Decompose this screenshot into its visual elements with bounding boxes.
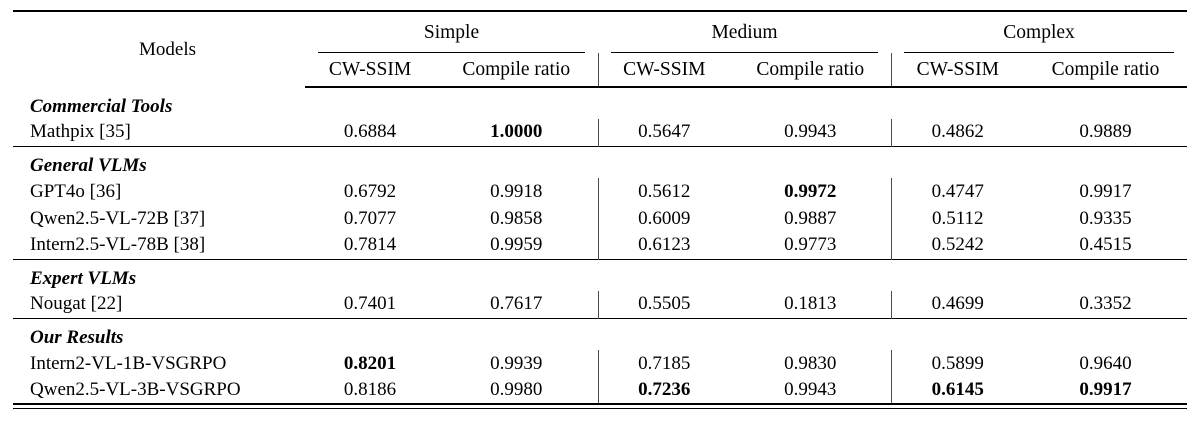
- metric-value: 0.5612: [597, 178, 731, 205]
- table-row: Qwen2.5-VL-72B [37] 0.7077 0.9858 0.6009 0.9…: [13, 205, 1187, 232]
- model-name: Qwen2.5-VL-3B-VSGRPO: [13, 377, 305, 405]
- metric-value: 0.5505: [597, 291, 731, 318]
- metric-value: 0.9889: [1079, 121, 1132, 143]
- model-name: Nougat [22]: [30, 293, 123, 315]
- col-header-medium-cwssim: CW-SSIM: [597, 53, 731, 88]
- model-name: Intern2.5-VL-78B [38]: [30, 234, 206, 256]
- metric-value: 0.7077: [343, 207, 397, 229]
- metric-value: 0.7185: [597, 350, 731, 377]
- group-header-complex: Complex: [891, 11, 1187, 53]
- table-row: Nougat [22] 0.7401 0.7617 0.5505 0.1813 0.469…: [13, 291, 1187, 318]
- metric-value: 0.5899: [890, 350, 1025, 377]
- table-row: Mathpix [35] 0.6884 1.0000 0.5647 0.9943 0.48…: [13, 119, 1187, 146]
- section-label: Our Results: [13, 317, 1188, 350]
- bottom-double-rule: [13, 407, 1187, 409]
- metric-value: 0.7617: [490, 293, 543, 315]
- metric-value: 0.9917: [1024, 377, 1188, 405]
- metric-value: 0.9335: [1079, 207, 1132, 229]
- medium-underline-rule: [611, 52, 879, 53]
- metric-value: 0.8186: [305, 377, 435, 405]
- table-row: GPT4o [36] 0.6792 0.9918 0.5612 0.9972 0.4747…: [13, 178, 1187, 205]
- metric-value: 0.5647: [597, 119, 731, 146]
- metric-value: 0.7236: [597, 377, 731, 405]
- metric-value: 0.7401: [343, 293, 397, 315]
- metric-value: 0.4699: [890, 291, 1025, 318]
- section-header-row: Commercial Tools: [13, 87, 1187, 119]
- metric-value: 0.9917: [1079, 180, 1132, 202]
- table-row: Intern2-VL-1B-VSGRPO 0.8201 0.9939 0.7185 0.…: [13, 350, 1187, 377]
- model-name: GPT4o [36]: [30, 180, 122, 202]
- group-label-simple: Simple: [423, 21, 480, 43]
- table-header: Models Simple Medium Complex CW-SSIM Com…: [13, 11, 1188, 88]
- table-body: Commercial Tools Mathpix [35] 0.6884 1.0000…: [13, 87, 1188, 405]
- section-header-row: Expert VLMs: [13, 258, 1188, 291]
- metric-value: 0.5112: [890, 205, 1025, 232]
- metric-value: 0.8201: [343, 352, 397, 374]
- metric-value: 0.9972: [784, 180, 837, 202]
- group-header-row: Models Simple Medium Complex: [13, 11, 1187, 60]
- metric-value: 0.6792: [343, 180, 397, 202]
- metric-value: 0.9939: [490, 352, 543, 374]
- metric-value: 0.9943: [730, 377, 892, 405]
- results-table: Models Simple Medium Complex CW-SSIM Com…: [13, 10, 1188, 405]
- simple-underline-rule: [318, 52, 586, 53]
- metric-value: 0.6145: [890, 377, 1025, 405]
- col-header-medium-compile-ratio: Compile ratio: [730, 53, 892, 88]
- model-name: Qwen2.5-VL-72B [37]: [30, 207, 206, 229]
- metric-value: 0.9959: [490, 234, 543, 256]
- complex-underline-rule: [904, 52, 1175, 53]
- metric-value: 0.1813: [784, 293, 837, 315]
- metric-value: 0.6123: [597, 232, 731, 259]
- metric-value: 0.4862: [890, 119, 1025, 146]
- results-table-wrapper: Models Simple Medium Complex CW-SSIM Com…: [13, 10, 1188, 409]
- col-header-simple-compile-ratio: Compile ratio: [435, 53, 599, 88]
- metric-value: 0.9830: [784, 352, 837, 374]
- metric-value: 0.9773: [784, 234, 837, 256]
- metric-value: 0.9858: [490, 207, 543, 229]
- metric-value: 0.9640: [1079, 352, 1132, 374]
- metric-value: 0.9980: [435, 377, 599, 405]
- models-column-header: Models: [139, 38, 196, 60]
- group-header-simple: Simple: [305, 11, 598, 53]
- group-header-medium: Medium: [598, 11, 891, 53]
- model-name: Mathpix [35]: [30, 121, 131, 143]
- metric-header-row: CW-SSIM Compile ratio CW-SSIM Compile ra…: [13, 53, 1188, 88]
- col-header-simple-cwssim: CW-SSIM: [305, 53, 435, 88]
- col-header-complex-compile-ratio: Compile ratio: [1024, 53, 1188, 88]
- section-label: Expert VLMs: [13, 258, 1188, 291]
- section-label: Commercial Tools: [30, 96, 173, 117]
- metric-value: 0.9887: [784, 207, 837, 229]
- table-row: Qwen2.5-VL-3B-VSGRPO 0.8186 0.9980 0.7236 0.…: [13, 377, 1188, 405]
- metric-value: 0.4515: [1079, 234, 1132, 256]
- metric-value: 0.4747: [890, 178, 1025, 205]
- metric-value: 0.9943: [784, 121, 837, 143]
- model-name: Intern2-VL-1B-VSGRPO: [30, 352, 227, 374]
- section-header-row: General VLMs: [13, 145, 1188, 178]
- metric-value: 0.7814: [343, 234, 397, 256]
- metric-value: 0.3352: [1079, 293, 1132, 315]
- metric-value: 0.5242: [890, 232, 1025, 259]
- group-label-medium: Medium: [711, 21, 778, 43]
- group-label-complex: Complex: [1003, 21, 1075, 43]
- metric-value: 1.0000: [490, 121, 543, 143]
- metric-value: 0.9918: [490, 180, 543, 202]
- col-header-complex-cwssim: CW-SSIM: [890, 53, 1025, 88]
- metric-value: 0.6009: [597, 205, 731, 232]
- section-header-row: Our Results: [13, 317, 1188, 350]
- table-row: Intern2.5-VL-78B [38] 0.7814 0.9959 0.6123 0…: [13, 232, 1187, 259]
- metric-value: 0.6884: [343, 121, 397, 143]
- section-label: General VLMs: [13, 145, 1188, 178]
